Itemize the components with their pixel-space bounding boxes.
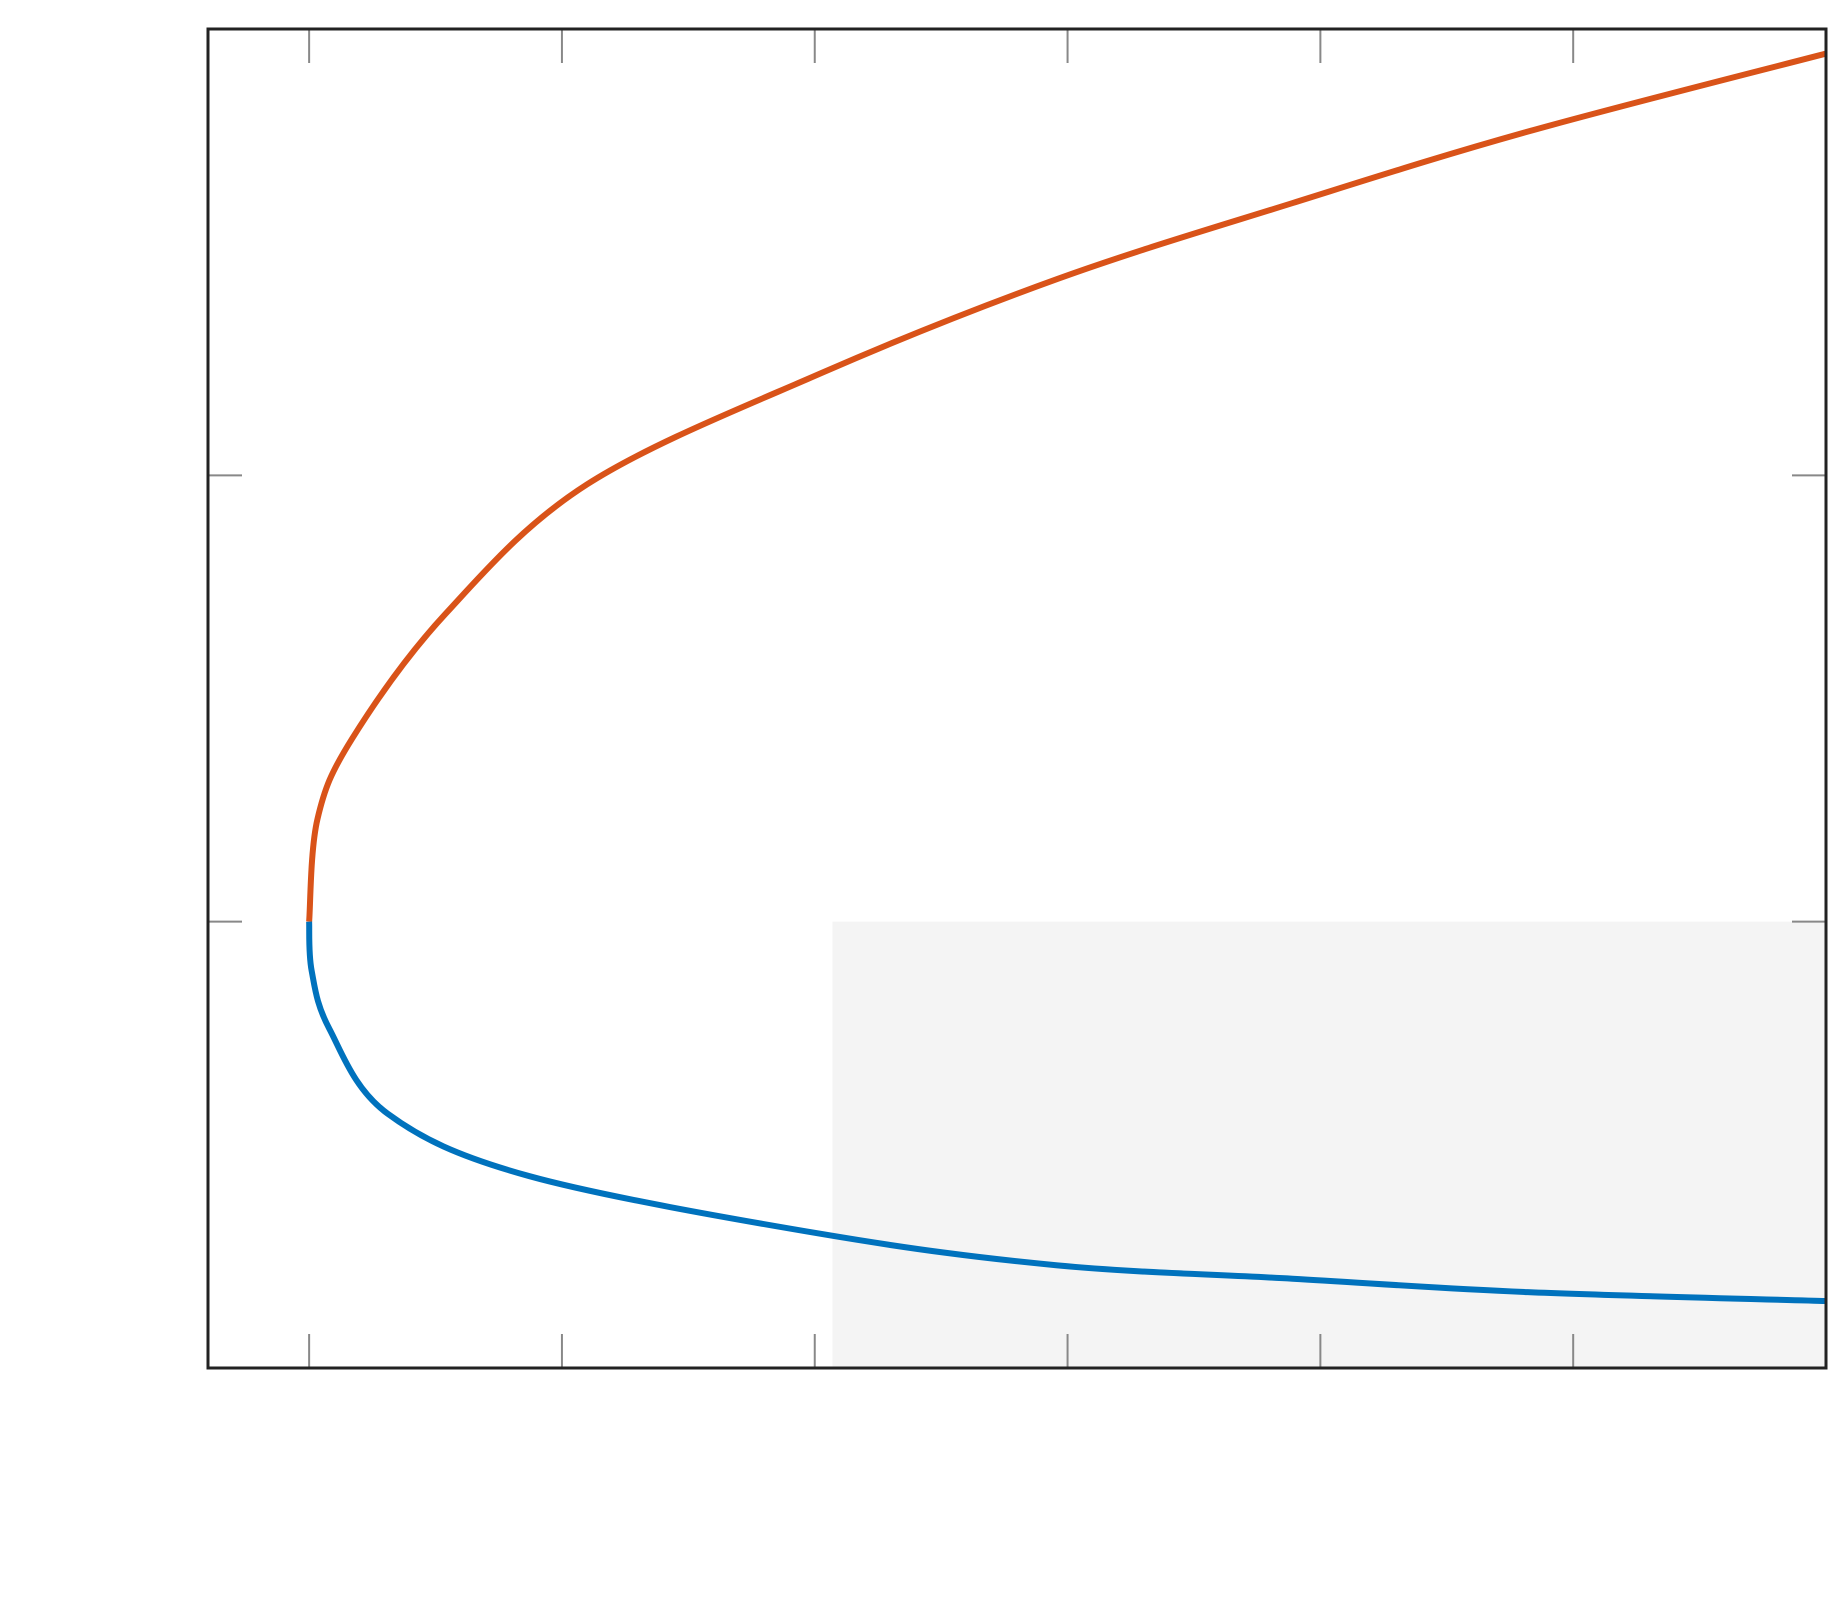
line-series bbox=[306, 921, 1827, 1305]
shaded-region bbox=[832, 921, 1826, 1368]
plot-frame bbox=[206, 27, 1828, 1370]
line-series bbox=[306, 50, 1827, 922]
